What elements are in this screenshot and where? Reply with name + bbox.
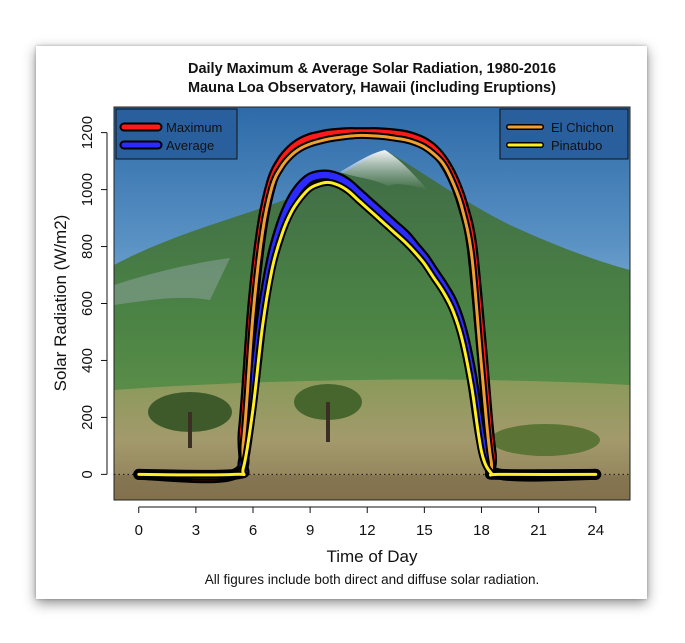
x-tick-label: 18 [473, 522, 490, 539]
x-tick-label: 21 [530, 522, 547, 539]
y-tick-label: 400 [79, 348, 96, 373]
x-axis: 0 3 6 9 12 15 18 21 24 [135, 506, 604, 539]
chart-title: Daily Maximum & Average Solar Radiation,… [188, 61, 556, 77]
plot-border [113, 106, 631, 501]
y-axis-label: Solar Radiation (W/m2) [51, 215, 70, 392]
mountain-photo-background [114, 107, 630, 500]
legend-label-el-chichon: El Chichon [551, 120, 614, 135]
x-tick-label: 3 [192, 522, 200, 539]
y-tick-label: 0 [79, 470, 96, 478]
x-axis-label: Time of Day [326, 547, 418, 566]
y-tick-label: 200 [79, 405, 96, 430]
legend-left-box [115, 108, 238, 160]
series-line-el-chichon [137, 133, 598, 479]
y-tick-label: 800 [79, 234, 96, 259]
x-tick-label: 24 [587, 522, 604, 539]
series-layer [133, 127, 602, 484]
x-tick-label: 6 [249, 522, 257, 539]
y-tick-label: 1200 [79, 116, 96, 149]
x-tick-label: 12 [359, 522, 376, 539]
y-tick-label: 600 [79, 291, 96, 316]
legend-left: Maximum Average [115, 108, 238, 160]
chart-subtitle: Mauna Loa Observatory, Hawaii (including… [188, 80, 556, 96]
series-line-pinatubo [137, 180, 598, 477]
chart-caption: All figures include both direct and diff… [205, 572, 539, 587]
y-axis: 0 200 400 600 800 1000 1200 [79, 116, 108, 479]
y-tick-label: 1000 [79, 173, 96, 206]
legend-label-maximum: Maximum [166, 120, 222, 135]
legend-label-pinatubo: Pinatubo [551, 138, 602, 153]
x-tick-label: 0 [135, 522, 143, 539]
legend-right: El Chichon Pinatubo [499, 108, 629, 160]
x-tick-label: 15 [416, 522, 433, 539]
legend-right-box [499, 108, 629, 160]
x-tick-label: 9 [306, 522, 314, 539]
legend-label-average: Average [166, 138, 214, 153]
